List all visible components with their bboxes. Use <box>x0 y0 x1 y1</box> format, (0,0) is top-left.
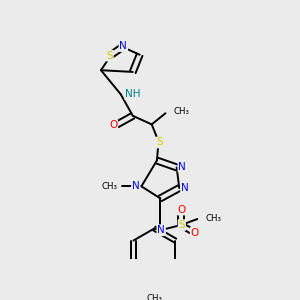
Text: O: O <box>178 205 186 214</box>
Text: N: N <box>132 181 140 191</box>
Text: N: N <box>181 183 189 193</box>
Text: NH: NH <box>125 89 141 99</box>
Text: O: O <box>190 228 199 238</box>
Text: N: N <box>178 162 186 172</box>
Text: CH₃: CH₃ <box>146 294 162 300</box>
Text: CH₃: CH₃ <box>101 182 117 191</box>
Text: S: S <box>178 220 185 230</box>
Text: CH₃: CH₃ <box>173 107 189 116</box>
Text: S: S <box>156 137 163 148</box>
Text: N: N <box>119 41 127 51</box>
Text: N: N <box>157 225 165 235</box>
Text: O: O <box>109 120 117 130</box>
Text: S: S <box>106 51 113 61</box>
Text: CH₃: CH₃ <box>205 214 221 223</box>
